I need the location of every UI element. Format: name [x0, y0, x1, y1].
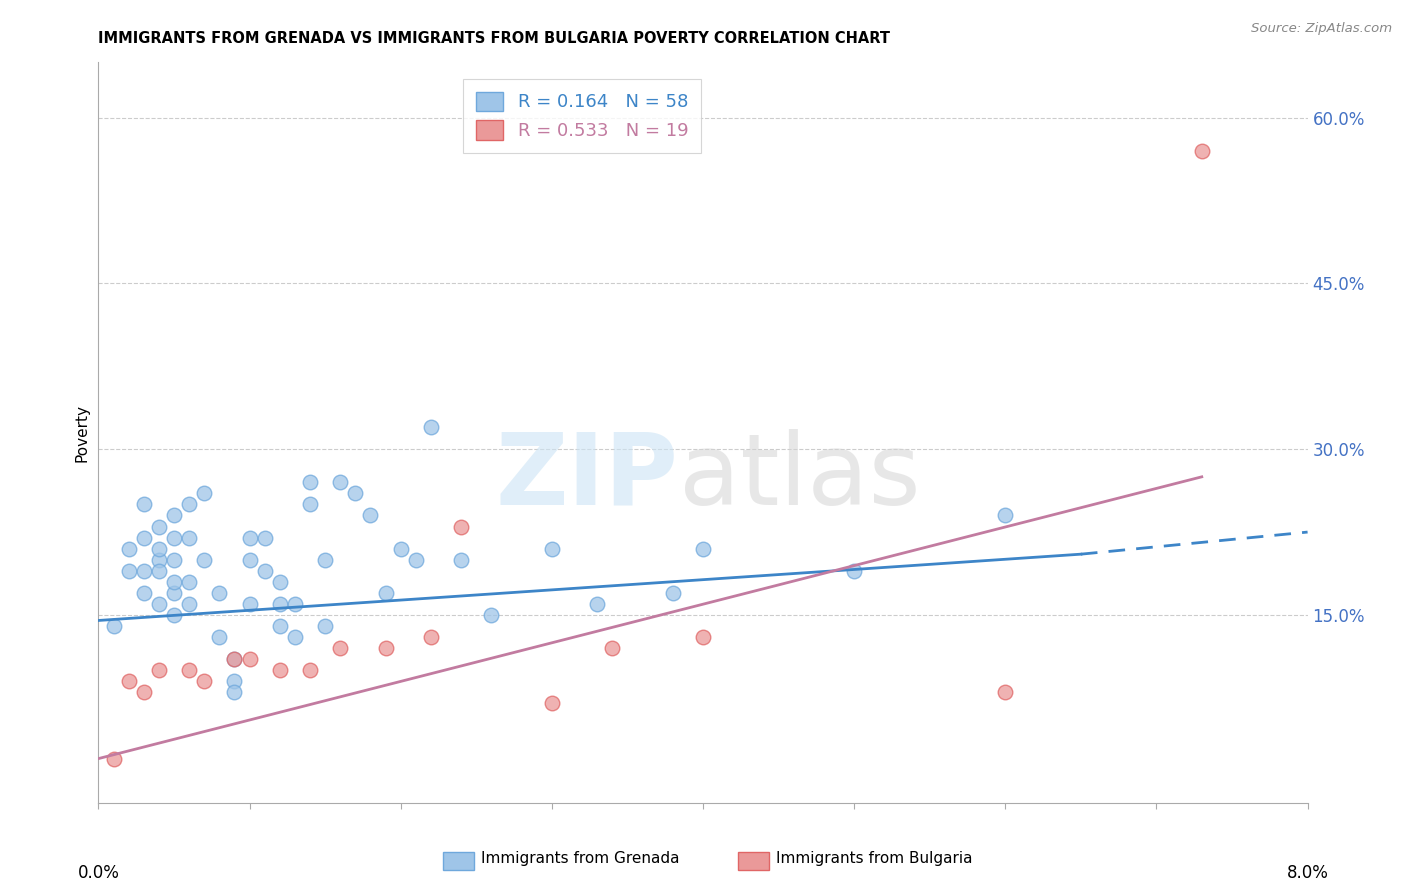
Point [284, 630, 307, 644]
Point [193, 486, 215, 500]
Point [360, 508, 382, 523]
Point [148, 541, 170, 556]
Point [208, 630, 231, 644]
Point [329, 641, 352, 656]
Point [148, 663, 170, 677]
Point [148, 564, 170, 578]
Text: 0.0%: 0.0% [77, 863, 120, 881]
Text: 8.0%: 8.0% [1286, 863, 1329, 881]
Point [148, 552, 170, 566]
Legend: R = 0.164   N = 58, R = 0.533   N = 19: R = 0.164 N = 58, R = 0.533 N = 19 [464, 78, 700, 153]
Point [374, 641, 396, 656]
Point [269, 619, 291, 633]
Point [148, 597, 170, 611]
Point [253, 564, 276, 578]
Point [586, 597, 609, 611]
Point [389, 541, 412, 556]
Point [299, 475, 322, 490]
Text: IMMIGRANTS FROM GRENADA VS IMMIGRANTS FROM BULGARIA POVERTY CORRELATION CHART: IMMIGRANTS FROM GRENADA VS IMMIGRANTS FR… [98, 31, 890, 46]
Point [344, 486, 367, 500]
Point [179, 597, 201, 611]
Point [661, 586, 683, 600]
Point [314, 619, 336, 633]
Point [224, 652, 246, 666]
Point [239, 652, 262, 666]
Point [103, 619, 125, 633]
Point [163, 552, 186, 566]
Point [163, 508, 186, 523]
Point [118, 564, 141, 578]
Point [103, 751, 125, 765]
Text: atlas: atlas [679, 428, 921, 525]
Point [132, 586, 155, 600]
Point [239, 552, 262, 566]
Point [224, 685, 246, 699]
Point [994, 508, 1017, 523]
Point [269, 663, 291, 677]
Point [450, 519, 472, 533]
Point [844, 564, 866, 578]
Point [132, 531, 155, 545]
Point [299, 498, 322, 512]
Point [208, 586, 231, 600]
Text: ZIP: ZIP [496, 428, 679, 525]
Point [163, 531, 186, 545]
Point [284, 597, 307, 611]
Point [118, 674, 141, 689]
Point [253, 531, 276, 545]
Point [540, 697, 562, 711]
Point [269, 574, 291, 589]
Point [1191, 144, 1213, 158]
Point [239, 597, 262, 611]
Text: Immigrants from Bulgaria: Immigrants from Bulgaria [776, 851, 973, 865]
Y-axis label: Poverty: Poverty [75, 403, 90, 462]
Point [193, 552, 215, 566]
Point [148, 519, 170, 533]
Point [692, 541, 714, 556]
Point [994, 685, 1017, 699]
Point [405, 552, 427, 566]
Point [179, 663, 201, 677]
Point [540, 541, 562, 556]
Point [132, 685, 155, 699]
Point [193, 674, 215, 689]
Point [329, 475, 352, 490]
Point [420, 630, 443, 644]
Point [239, 531, 262, 545]
Point [602, 641, 624, 656]
Point [450, 552, 472, 566]
Point [179, 498, 201, 512]
Point [163, 607, 186, 622]
Text: Source: ZipAtlas.com: Source: ZipAtlas.com [1251, 22, 1392, 36]
Point [118, 541, 141, 556]
Point [179, 574, 201, 589]
Point [163, 574, 186, 589]
Point [132, 564, 155, 578]
Point [224, 652, 246, 666]
Point [299, 663, 322, 677]
Point [269, 597, 291, 611]
Point [692, 630, 714, 644]
Point [179, 531, 201, 545]
Point [163, 586, 186, 600]
Text: Immigrants from Grenada: Immigrants from Grenada [481, 851, 679, 865]
Point [481, 607, 503, 622]
Point [224, 674, 246, 689]
Point [314, 552, 336, 566]
Point [132, 498, 155, 512]
Point [420, 420, 443, 434]
Point [374, 586, 396, 600]
